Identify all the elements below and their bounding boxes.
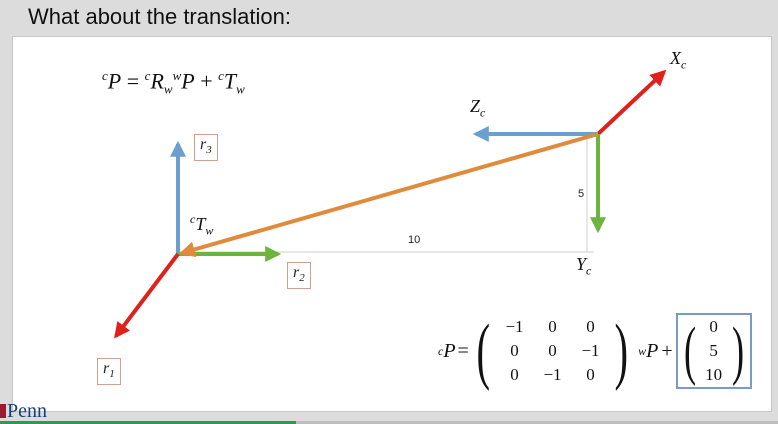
matrix-cell: −1 [581,341,600,360]
matrix-cell: 0 [548,341,557,360]
vector-cell: 5 [709,341,718,360]
translation-vector: 0 5 10 [701,317,727,385]
matrix-cell: −1 [505,317,524,336]
r1-axis-arrow [114,252,180,339]
video-progress-fill [0,421,296,424]
zc-label: Zc [470,96,486,120]
video-progress-bar[interactable] [0,421,778,424]
slide-title: What about the translation: [28,4,291,29]
vector-cell: 0 [709,317,718,336]
matrix-cell: −1 [543,365,562,384]
vector-cell: 10 [705,365,723,384]
rotation-matrix: −1 0 0 0 0 −1 0 −1 0 [495,317,609,385]
r3-label: r3 [194,134,218,162]
xc-axis-arrow [596,69,667,136]
xc-label: Xc [670,48,687,72]
translation-vector-highlight: ( 0 5 10 ) [675,313,752,389]
matrix-left-paren: ( [476,310,490,392]
dimension-vertical-value: 5 [578,188,585,200]
r1-label: r1 [97,358,121,386]
matrix-cell: 0 [510,365,519,384]
shield-icon [0,404,6,418]
matrix-cell: 0 [510,341,519,360]
translation-arrow [178,132,599,258]
penn-logo: Penn [0,400,47,423]
pose-equation: cP = cRwwP + cTw [102,68,245,97]
matrix-right-paren: ) [615,310,629,392]
translation-label: cTw [190,212,214,238]
matrix-cell: 0 [586,365,595,384]
r2-label: r2 [287,262,311,290]
diagram-panel [12,36,772,412]
dimension-horizontal-value: 10 [408,234,421,246]
matrix-cell: 0 [548,317,557,336]
yc-label: Yc [576,254,592,278]
matrix-cell: 0 [586,317,595,336]
